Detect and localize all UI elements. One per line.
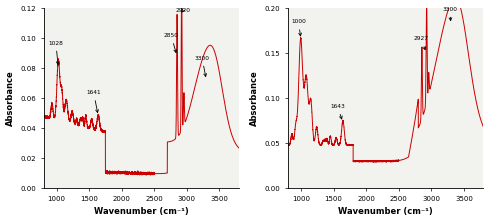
- Text: 1028: 1028: [48, 41, 63, 64]
- Text: 1000: 1000: [290, 19, 305, 36]
- Text: 3300: 3300: [194, 56, 209, 77]
- Y-axis label: Absorbance: Absorbance: [5, 70, 15, 126]
- Text: 2850: 2850: [163, 33, 178, 53]
- Text: 3300: 3300: [442, 7, 456, 21]
- X-axis label: Wavenumber (cm⁻¹): Wavenumber (cm⁻¹): [94, 207, 188, 216]
- X-axis label: Wavenumber (cm⁻¹): Wavenumber (cm⁻¹): [338, 207, 432, 216]
- Text: 1641: 1641: [86, 90, 101, 113]
- Text: 1643: 1643: [329, 104, 344, 119]
- Text: 2920: 2920: [175, 8, 190, 13]
- Text: 2927: 2927: [412, 36, 427, 50]
- Y-axis label: Absorbance: Absorbance: [249, 70, 259, 126]
